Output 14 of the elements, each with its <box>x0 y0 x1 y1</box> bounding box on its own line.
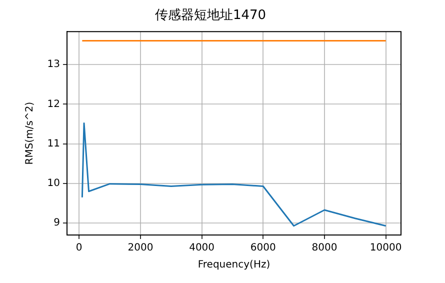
x-axis-title: Frequency(Hz) <box>198 260 270 271</box>
y-tick-label: 11 <box>47 138 60 150</box>
x-tick-label: 0 <box>76 242 82 254</box>
y-tick-label: 12 <box>47 98 60 110</box>
x-tick-label: 2000 <box>128 242 154 254</box>
y-tick-label: 9 <box>54 218 60 229</box>
y-tick-label: 13 <box>47 59 60 70</box>
y-axis-title: RMS(m/s^2) <box>24 102 36 165</box>
x-tick-label: 10000 <box>370 242 402 254</box>
chart-title: 传感器短地址1470 <box>154 8 266 24</box>
x-tick-label: 4000 <box>189 242 215 254</box>
y-tick-label: 10 <box>47 178 60 190</box>
x-tick-label: 6000 <box>250 242 276 254</box>
x-tick-label: 8000 <box>312 242 338 254</box>
